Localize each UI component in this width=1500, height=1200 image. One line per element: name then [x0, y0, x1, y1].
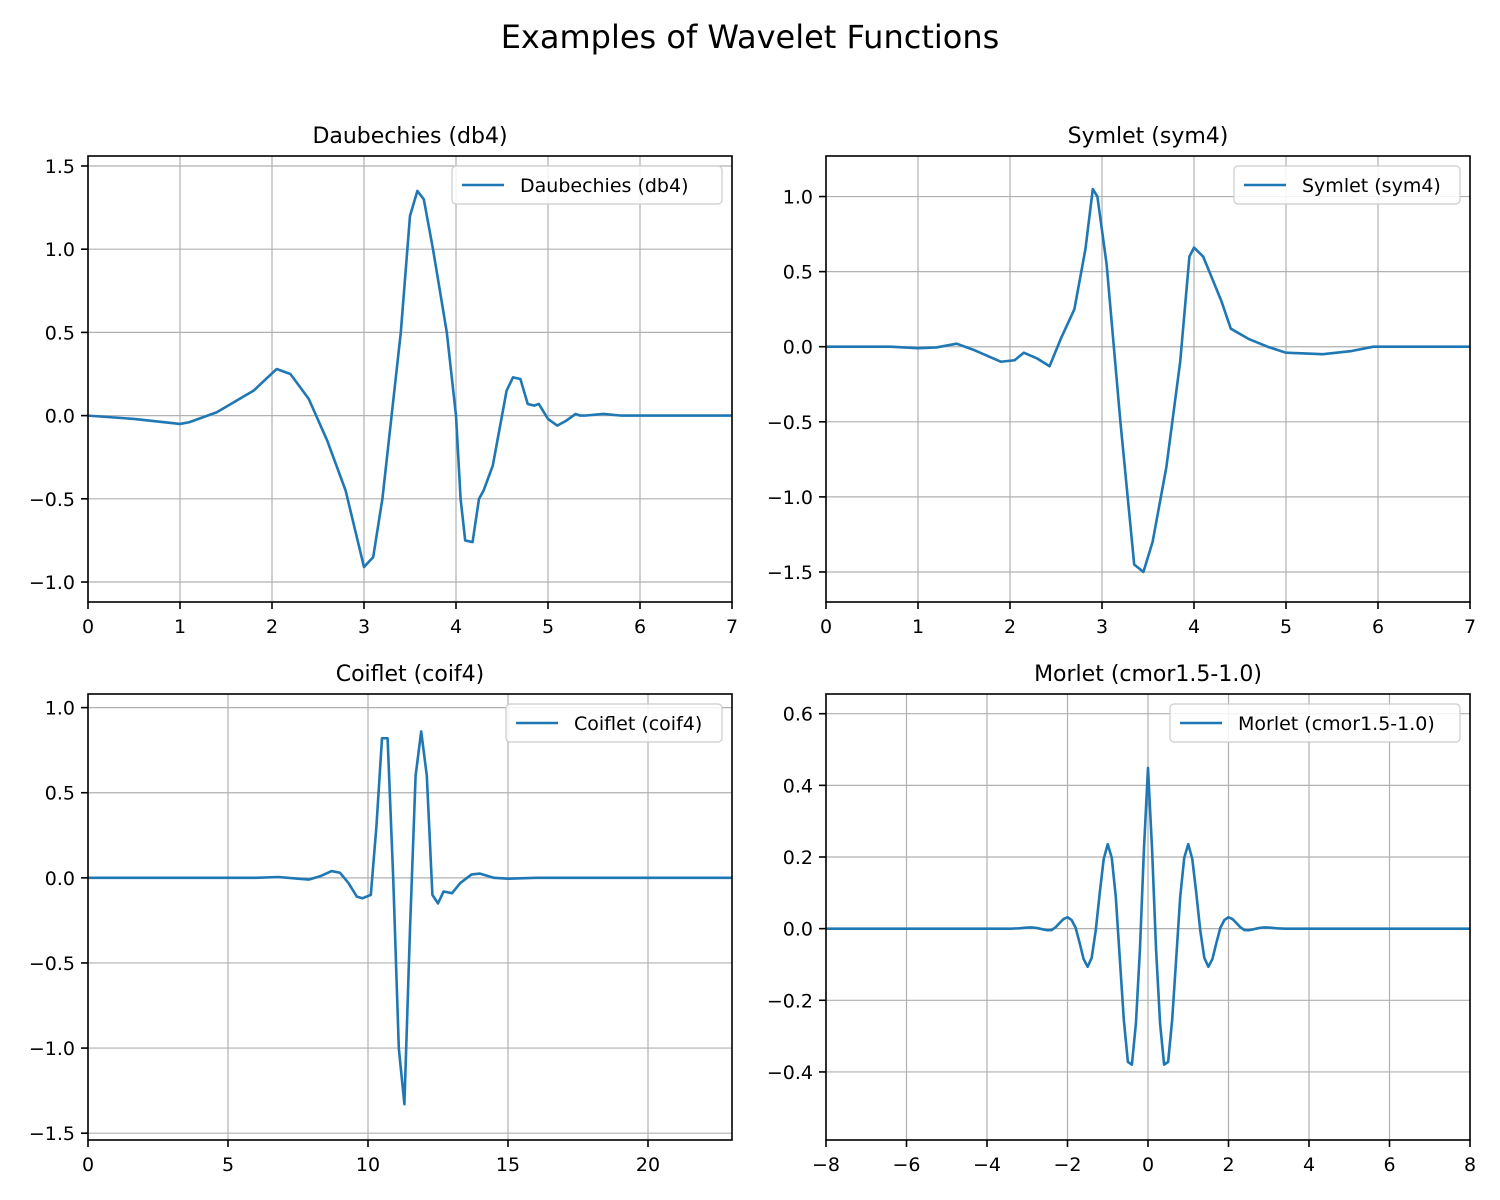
symlet-grid: [825, 156, 1471, 602]
y-tick-label: −1.0: [767, 487, 813, 509]
daubechies-axes-frame: [87, 155, 733, 603]
legend-label: Symlet (sym4): [1302, 175, 1441, 197]
x-tick-label: 5: [1280, 616, 1292, 638]
daubechies-series-line: [88, 189, 732, 569]
y-tick-label: 0.0: [45, 406, 75, 428]
y-tick-label: 1.0: [45, 698, 75, 720]
x-tick-label: 6: [1372, 616, 1384, 638]
y-tick-label: 1.0: [45, 239, 75, 261]
y-tick-label: 0.0: [783, 337, 813, 359]
x-tick-label: −2: [1053, 1154, 1081, 1176]
legend-box: [451, 165, 723, 205]
x-tick-label: 6: [1383, 1154, 1395, 1176]
y-tick-label: 0.0: [783, 919, 813, 941]
y-tick-label: 1.0: [783, 187, 813, 209]
x-tick-label: 2: [1222, 1154, 1234, 1176]
y-tick-label: −1.5: [767, 562, 813, 584]
y-tick-label: 0.5: [45, 783, 75, 805]
x-tick-label: 3: [1096, 616, 1108, 638]
x-tick-label: 3: [358, 616, 370, 638]
daubechies-panel: 0 1 2 3 4 5 6 7 −1.0 −0.5 0.0 0.5 1.0 1.5 Daubechies (…: [29, 124, 738, 638]
morlet-grid: [825, 694, 1471, 1140]
y-tick-label: −0.2: [767, 990, 813, 1012]
x-tick-label: 7: [726, 616, 738, 638]
y-tick-label: −0.5: [29, 489, 75, 511]
y-tick-label: −0.5: [29, 953, 75, 975]
daubechies-title: Daubechies (db4): [312, 124, 507, 149]
symlet-series-line: [826, 187, 1470, 574]
x-tick-label: −4: [973, 1154, 1001, 1176]
x-tick-label: 0: [1142, 1154, 1154, 1176]
y-tick-label: 0.0: [45, 868, 75, 890]
coiflet-legend: Coiflet (coif4): [505, 703, 723, 743]
coiflet-title: Coiflet (coif4): [336, 662, 485, 687]
x-tick-label: −8: [812, 1154, 840, 1176]
legend-box: [1233, 165, 1461, 205]
x-tick-label: 2: [1004, 616, 1016, 638]
symlet-axes-frame: [825, 155, 1471, 603]
morlet-legend: Morlet (cmor1.5-1.0): [1169, 703, 1461, 743]
y-tick-label: 0.5: [45, 322, 75, 344]
coiflet-panel: 0 5 10 15 20 −1.5 −1.0 −0.5 0.0 0.5 1.0 Coiflet (co…: [29, 662, 733, 1176]
y-tick-label: −0.4: [767, 1062, 813, 1084]
y-tick-label: 1.5: [45, 156, 75, 178]
x-tick-label: 1: [174, 616, 186, 638]
x-tick-label: 8: [1464, 1154, 1476, 1176]
x-tick-label: 4: [1188, 616, 1200, 638]
x-tick-label: 20: [636, 1154, 660, 1176]
symlet-panel: 0 1 2 3 4 5 6 7 −1.5 −1.0 −0.5 0.0 0.5 1.0 Symlet (sym…: [767, 124, 1476, 638]
x-tick-label: 0: [82, 616, 94, 638]
y-tick-label: 0.6: [783, 704, 813, 726]
x-tick-label: 2: [266, 616, 278, 638]
legend-box: [505, 703, 723, 743]
x-tick-label: 15: [496, 1154, 520, 1176]
y-tick-label: 0.4: [783, 775, 813, 797]
x-tick-label: 0: [82, 1154, 94, 1176]
x-tick-label: 4: [1303, 1154, 1315, 1176]
figure-title: Examples of Wavelet Functions: [500, 18, 1000, 56]
morlet-title: Morlet (cmor1.5-1.0): [1034, 662, 1262, 687]
legend-label: Daubechies (db4): [520, 175, 689, 197]
y-tick-label: −1.0: [29, 572, 75, 594]
daubechies-legend: Daubechies (db4): [451, 165, 723, 205]
morlet-series-line: [826, 766, 1470, 1066]
y-tick-label: −1.5: [29, 1123, 75, 1145]
y-tick-label: 0.2: [783, 847, 813, 869]
legend-label: Coiflet (coif4): [574, 713, 702, 735]
x-tick-label: 4: [450, 616, 462, 638]
symlet-legend: Symlet (sym4): [1233, 165, 1461, 205]
legend-label: Morlet (cmor1.5-1.0): [1238, 713, 1435, 735]
x-tick-label: 5: [222, 1154, 234, 1176]
coiflet-series-line: [88, 730, 732, 1106]
symlet-title: Symlet (sym4): [1068, 124, 1229, 149]
x-tick-label: 7: [1464, 616, 1476, 638]
x-tick-label: 10: [356, 1154, 380, 1176]
x-tick-label: 6: [634, 616, 646, 638]
y-tick-label: −1.0: [29, 1038, 75, 1060]
x-tick-label: −6: [892, 1154, 920, 1176]
legend-box: [1169, 703, 1461, 743]
x-tick-label: 5: [542, 616, 554, 638]
y-tick-label: 0.5: [783, 262, 813, 284]
y-tick-label: −0.5: [767, 412, 813, 434]
morlet-panel: −8 −6 −4 −2 0 2 4 6 8 −0.4 −0.2 0.0 0.2 0.4 0.6 Morlet …: [767, 662, 1476, 1176]
coiflet-axes-frame: [87, 693, 733, 1141]
x-tick-label: 0: [820, 616, 832, 638]
x-tick-label: 1: [912, 616, 924, 638]
